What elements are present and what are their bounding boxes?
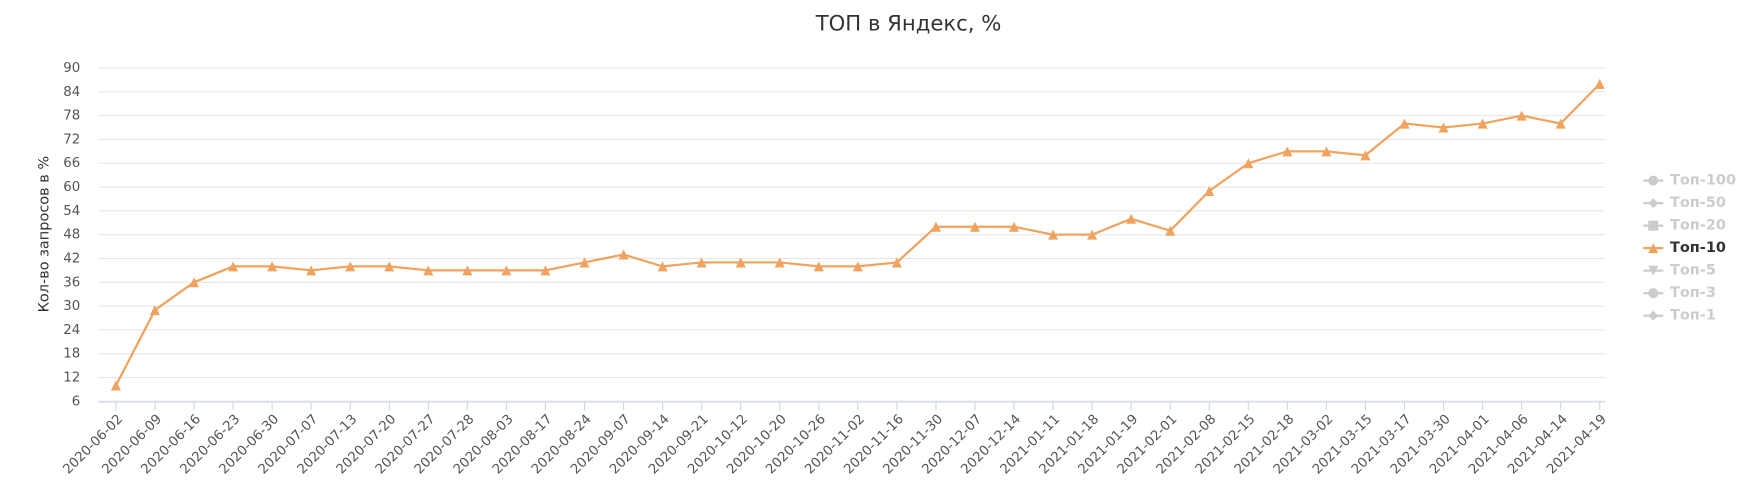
y-tick-label: 42 <box>63 251 80 266</box>
y-tick-label: 78 <box>63 109 80 124</box>
legend-label[interactable]: Топ-100 <box>1670 173 1736 189</box>
data-point <box>579 257 590 268</box>
data-point <box>696 257 707 268</box>
y-tick-label: 72 <box>63 132 80 147</box>
data-point <box>1438 122 1449 133</box>
y-tick-label: 54 <box>63 204 80 219</box>
data-point <box>1516 110 1527 121</box>
legend-label[interactable]: Топ-3 <box>1670 285 1716 301</box>
data-point <box>149 305 161 316</box>
data-point <box>345 261 356 272</box>
y-tick-label: 84 <box>63 85 80 100</box>
legend-symbol <box>1648 265 1659 276</box>
y-tick-label: 24 <box>63 323 80 338</box>
y-tick-label: 18 <box>63 347 80 362</box>
data-point <box>1399 118 1410 129</box>
data-point <box>501 265 512 276</box>
data-point <box>1321 146 1332 157</box>
legend-label[interactable]: Топ-5 <box>1670 263 1716 279</box>
legend-symbol <box>1648 198 1659 209</box>
data-point <box>1165 225 1176 236</box>
data-point <box>1087 229 1098 240</box>
y-tick-label: 30 <box>63 299 80 314</box>
y-axis-label: Кол-во запросов в % <box>37 156 53 313</box>
legend-label[interactable]: Топ-50 <box>1670 195 1726 211</box>
y-tick-label: 36 <box>63 275 80 290</box>
data-point <box>1477 118 1488 129</box>
legend-label[interactable]: Топ-1 <box>1670 308 1716 324</box>
legend-symbol <box>1648 175 1659 186</box>
legend-symbol <box>1648 243 1659 254</box>
data-point <box>1282 146 1293 157</box>
y-tick-label: 12 <box>63 371 80 386</box>
data-point <box>228 261 239 272</box>
data-point <box>267 261 278 272</box>
y-tick-label: 48 <box>63 228 80 243</box>
data-point <box>1009 221 1020 232</box>
y-tick-label: 60 <box>63 180 80 195</box>
data-point <box>735 257 746 268</box>
y-tick-label: 66 <box>63 156 80 171</box>
legend-symbol <box>1648 310 1659 321</box>
chart-body: ТОП в Яндекс, % Кол-во запросов в % 6 12 1… <box>37 11 1736 478</box>
data-point <box>852 261 863 272</box>
data-point <box>1555 118 1566 129</box>
data-point <box>969 221 980 232</box>
data-point <box>657 261 668 272</box>
y-tick-label: 90 <box>63 61 80 76</box>
data-point <box>462 265 473 276</box>
legend-label[interactable]: Топ-10 <box>1670 240 1726 256</box>
data-point <box>774 257 785 268</box>
legend-symbol <box>1648 220 1659 231</box>
data-point <box>1048 229 1059 240</box>
chart-title: ТОП в Яндекс, % <box>815 11 1002 36</box>
data-point <box>189 277 200 288</box>
data-point <box>306 265 317 276</box>
data-point <box>813 261 824 272</box>
data-point <box>1360 150 1371 161</box>
data-point <box>1204 185 1215 197</box>
legend-symbol <box>1648 288 1659 299</box>
data-point <box>1594 78 1605 89</box>
data-point <box>930 221 941 232</box>
data-point <box>540 265 551 276</box>
data-point <box>891 257 902 268</box>
data-point <box>110 380 121 391</box>
data-point <box>1243 158 1254 169</box>
data-point <box>423 265 434 276</box>
data-point <box>1126 213 1137 224</box>
data-point <box>384 261 395 272</box>
data-point <box>618 249 629 260</box>
y-tick-label: 6 <box>72 394 81 409</box>
legend-label[interactable]: Топ-20 <box>1670 218 1726 234</box>
